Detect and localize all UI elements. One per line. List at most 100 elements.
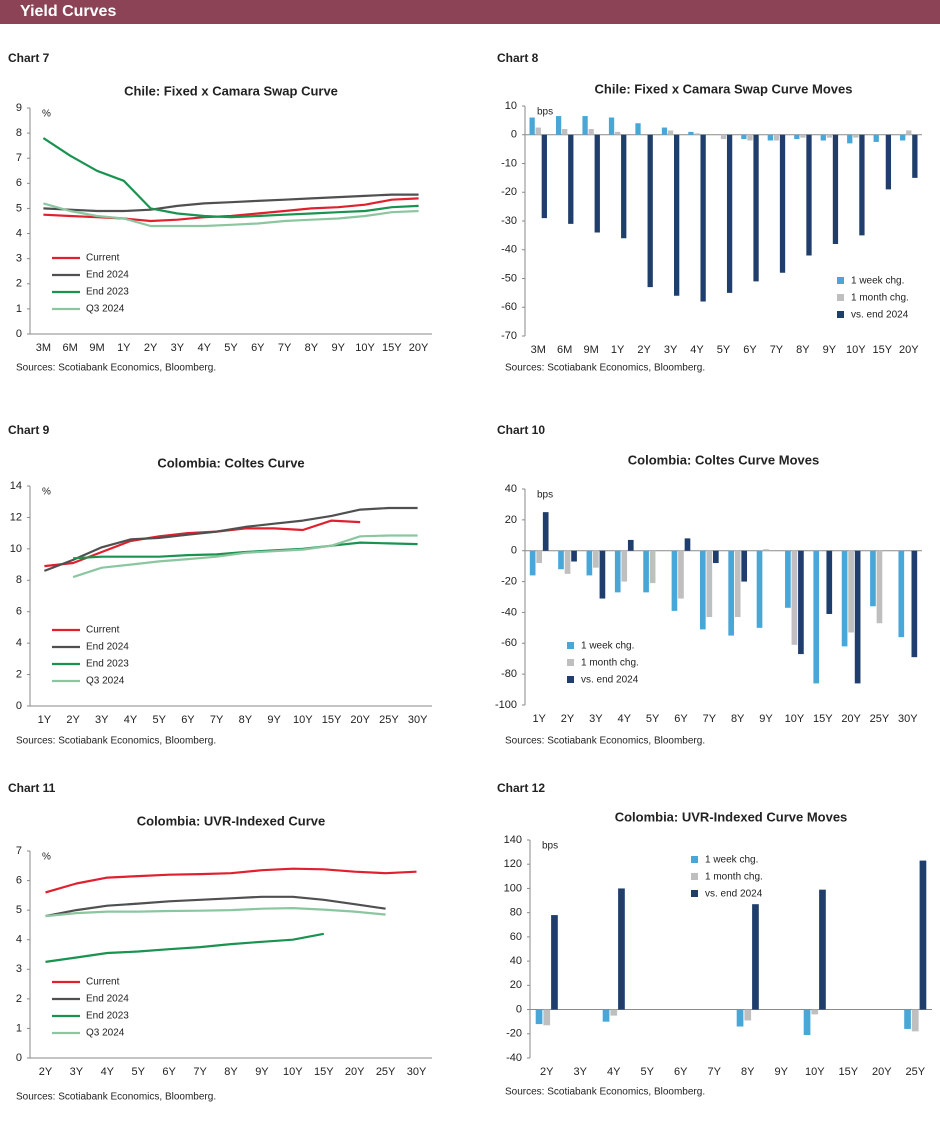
- x-tick-label: 3Y: [95, 714, 109, 726]
- source-note: Sources: Scotiabank Economics, Bloomberg…: [505, 736, 705, 747]
- y-tick-label: 4: [16, 637, 22, 649]
- chart-label: Chart 9: [8, 423, 50, 437]
- bar: [826, 134, 833, 138]
- x-tick-label: 25Y: [376, 1066, 396, 1078]
- x-tick-label: 3Y: [171, 342, 185, 354]
- bar: [819, 889, 826, 1010]
- y-tick-label: -20: [506, 1028, 522, 1040]
- x-tick-label: 25Y: [905, 1066, 925, 1078]
- legend-swatch: [567, 659, 574, 666]
- x-tick-label: 15Y: [873, 344, 893, 356]
- legend-label: 1 week chg.: [705, 855, 758, 866]
- bar: [726, 134, 733, 293]
- bar: [543, 1009, 551, 1026]
- x-tick-label: 20Y: [899, 344, 919, 356]
- y-tick-label: 140: [504, 834, 522, 846]
- chart-title: Colombia: UVR-Indexed Curve Moves: [615, 809, 848, 824]
- x-tick-label: 6Y: [162, 1066, 176, 1078]
- bar: [756, 550, 763, 628]
- bar: [763, 549, 769, 551]
- header-title: Yield Curves: [20, 3, 117, 20]
- x-tick-label: 15Y: [838, 1066, 858, 1078]
- x-tick-label: 2Y: [540, 1066, 554, 1078]
- y-tick-label: 0: [511, 545, 517, 557]
- x-tick-label: 2Y: [39, 1066, 53, 1078]
- bar: [813, 550, 820, 684]
- bar: [885, 134, 892, 190]
- bar: [741, 550, 748, 582]
- legend-label: Q3 2024: [86, 676, 125, 687]
- y-tick-label: -20: [501, 575, 517, 587]
- y-tick-label: 3: [16, 253, 22, 265]
- x-tick-label: 10Y: [355, 342, 375, 354]
- x-tick-label: 6M: [557, 344, 572, 356]
- x-tick-label: 20Y: [345, 1066, 365, 1078]
- x-tick-label: 3Y: [574, 1066, 588, 1078]
- x-tick-label: 9Y: [759, 713, 773, 725]
- y-tick-label: 12: [10, 511, 22, 523]
- source-note: Sources: Scotiabank Economics, Bloomberg…: [16, 363, 216, 374]
- bar: [647, 134, 653, 288]
- y-tick-label: 4: [16, 934, 22, 946]
- x-tick-label: 6Y: [743, 344, 757, 356]
- chart-label: Chart 8: [497, 51, 539, 65]
- bar: [627, 539, 634, 551]
- series-line: [42, 137, 419, 219]
- unit-label: %: [42, 487, 51, 498]
- bar: [800, 134, 806, 138]
- bar: [906, 130, 912, 135]
- bar: [848, 550, 854, 633]
- x-tick-label: 15Y: [813, 713, 833, 725]
- x-tick-label: 4Y: [124, 714, 138, 726]
- y-tick-label: 1: [16, 1022, 22, 1034]
- x-tick-label: 30Y: [898, 713, 918, 725]
- legend-swatch: [837, 294, 844, 301]
- chart-title: Colombia: UVR-Indexed Curve: [137, 813, 326, 828]
- x-tick-label: 8Y: [224, 1066, 238, 1078]
- chart-label: Chart 11: [8, 781, 56, 795]
- chart-title: Colombia: Coltes Curve: [157, 455, 304, 470]
- y-tick-label: 2: [16, 278, 22, 290]
- source-note: Sources: Scotiabank Economics, Bloomberg…: [505, 1087, 705, 1098]
- bar: [667, 130, 674, 135]
- bar: [535, 1009, 543, 1025]
- bar: [779, 134, 786, 273]
- x-tick-label: 9M: [89, 342, 104, 354]
- y-tick-label: 4: [16, 227, 22, 239]
- bar: [912, 134, 918, 178]
- bar: [568, 134, 574, 224]
- bar: [593, 550, 599, 568]
- y-tick-label: 3: [16, 963, 22, 975]
- legend-swatch: [837, 311, 844, 318]
- x-tick-label: 3Y: [664, 344, 678, 356]
- series-line: [43, 202, 419, 228]
- x-tick-label: 4Y: [197, 342, 211, 354]
- x-tick-label: 8Y: [239, 714, 253, 726]
- bar: [911, 1009, 919, 1032]
- x-tick-label: 10Y: [283, 1066, 303, 1078]
- x-tick-label: 1Y: [117, 342, 131, 354]
- bar: [847, 134, 853, 144]
- source-note: Sources: Scotiabank Economics, Bloomberg…: [16, 736, 216, 747]
- bar: [853, 134, 859, 138]
- chart-title: Chile: Fixed x Camara Swap Curve Moves: [595, 81, 853, 96]
- bar: [747, 134, 753, 141]
- x-tick-label: 5Y: [646, 713, 660, 725]
- x-tick-label: 25Y: [870, 713, 890, 725]
- legend-label: 1 week chg.: [851, 276, 904, 287]
- bar: [699, 550, 706, 630]
- x-tick-label: 7Y: [770, 344, 784, 356]
- bar: [562, 129, 568, 135]
- x-tick-label: 1Y: [532, 713, 546, 725]
- legend-label: End 2023: [86, 287, 129, 298]
- bar: [806, 134, 812, 256]
- bar: [911, 550, 918, 658]
- bar: [876, 550, 883, 624]
- x-tick-label: 30Y: [407, 1066, 427, 1078]
- y-tick-label: 2: [16, 993, 22, 1005]
- y-tick-label: -70: [501, 330, 517, 342]
- x-tick-label: 5Y: [131, 1066, 145, 1078]
- y-tick-label: 80: [510, 907, 522, 919]
- y-tick-label: 0: [16, 328, 22, 340]
- bar: [594, 134, 600, 233]
